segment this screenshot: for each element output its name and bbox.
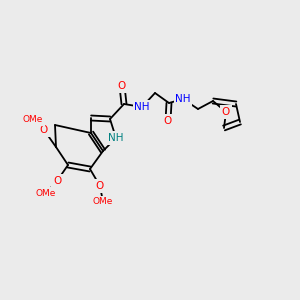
Text: OMe: OMe: [23, 116, 43, 124]
Text: OMe: OMe: [36, 188, 56, 197]
Text: OMe: OMe: [93, 197, 113, 206]
Text: NH: NH: [175, 94, 191, 104]
Text: O: O: [164, 116, 172, 126]
Text: O: O: [96, 181, 104, 191]
Text: NH: NH: [108, 133, 124, 143]
Text: O: O: [118, 81, 126, 91]
Text: O: O: [40, 125, 48, 135]
Text: O: O: [53, 176, 61, 186]
Text: NH: NH: [134, 102, 150, 112]
Text: O: O: [222, 107, 230, 117]
